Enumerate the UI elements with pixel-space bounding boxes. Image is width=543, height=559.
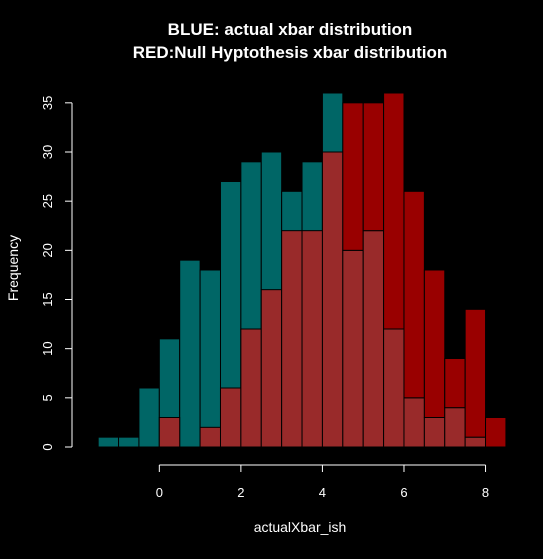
y-tick-label: 15 xyxy=(40,292,55,306)
y-tick-label: 30 xyxy=(40,145,55,159)
red-bar xyxy=(464,308,487,438)
red-bar xyxy=(342,102,364,251)
overlap-bar xyxy=(383,328,405,448)
overlap-bar xyxy=(464,436,487,448)
blue-bar xyxy=(97,436,120,448)
histogram-bars xyxy=(97,92,507,448)
blue-bar xyxy=(138,387,160,448)
x-tick-label: 8 xyxy=(482,485,489,500)
chart-title-line-1: BLUE: actual xbar distribution xyxy=(168,20,413,39)
blue-bar xyxy=(118,436,140,448)
blue-bar xyxy=(179,259,201,448)
overlap-bar xyxy=(423,417,446,448)
x-axis: 0 2 4 6 8 xyxy=(156,464,489,500)
overlap-bar xyxy=(362,230,385,448)
red-bar xyxy=(423,269,446,418)
red-bar xyxy=(485,417,507,448)
y-tick-label: 0 xyxy=(40,443,55,450)
y-tick-label: 20 xyxy=(40,243,55,257)
y-axis-title: Frequency xyxy=(5,235,21,301)
red-bar xyxy=(383,92,405,330)
overlap-bar xyxy=(301,230,323,448)
overlap-bar xyxy=(342,249,364,448)
y-tick-label: 25 xyxy=(40,194,55,208)
red-bar xyxy=(444,358,466,409)
y-tick-label: 35 xyxy=(40,96,55,110)
overlap-bar xyxy=(260,289,283,448)
overlap-bar xyxy=(219,387,242,448)
overlap-bar xyxy=(444,407,466,448)
red-bar xyxy=(362,102,385,232)
x-tick-label: 4 xyxy=(319,485,326,500)
x-tick-label: 0 xyxy=(156,485,163,500)
overlap-bar xyxy=(158,417,181,448)
x-axis-title: actualXbar_ish xyxy=(254,519,347,535)
overlap-bar xyxy=(281,230,303,448)
chart-title-line-2: RED:Null Hyptothesis xbar distribution xyxy=(133,43,448,62)
blue-bar xyxy=(199,269,221,448)
red-bar xyxy=(403,190,425,399)
y-axis: 0 5 10 15 20 25 30 35 xyxy=(40,96,73,451)
y-tick-label: 5 xyxy=(40,394,55,401)
y-tick-label: 10 xyxy=(40,341,55,355)
x-tick-label: 6 xyxy=(400,485,407,500)
overlap-bar xyxy=(403,397,425,448)
overlap-bar xyxy=(199,426,221,448)
x-tick-label: 2 xyxy=(237,485,244,500)
overlap-bar xyxy=(321,151,344,448)
overlap-bar xyxy=(240,328,262,448)
